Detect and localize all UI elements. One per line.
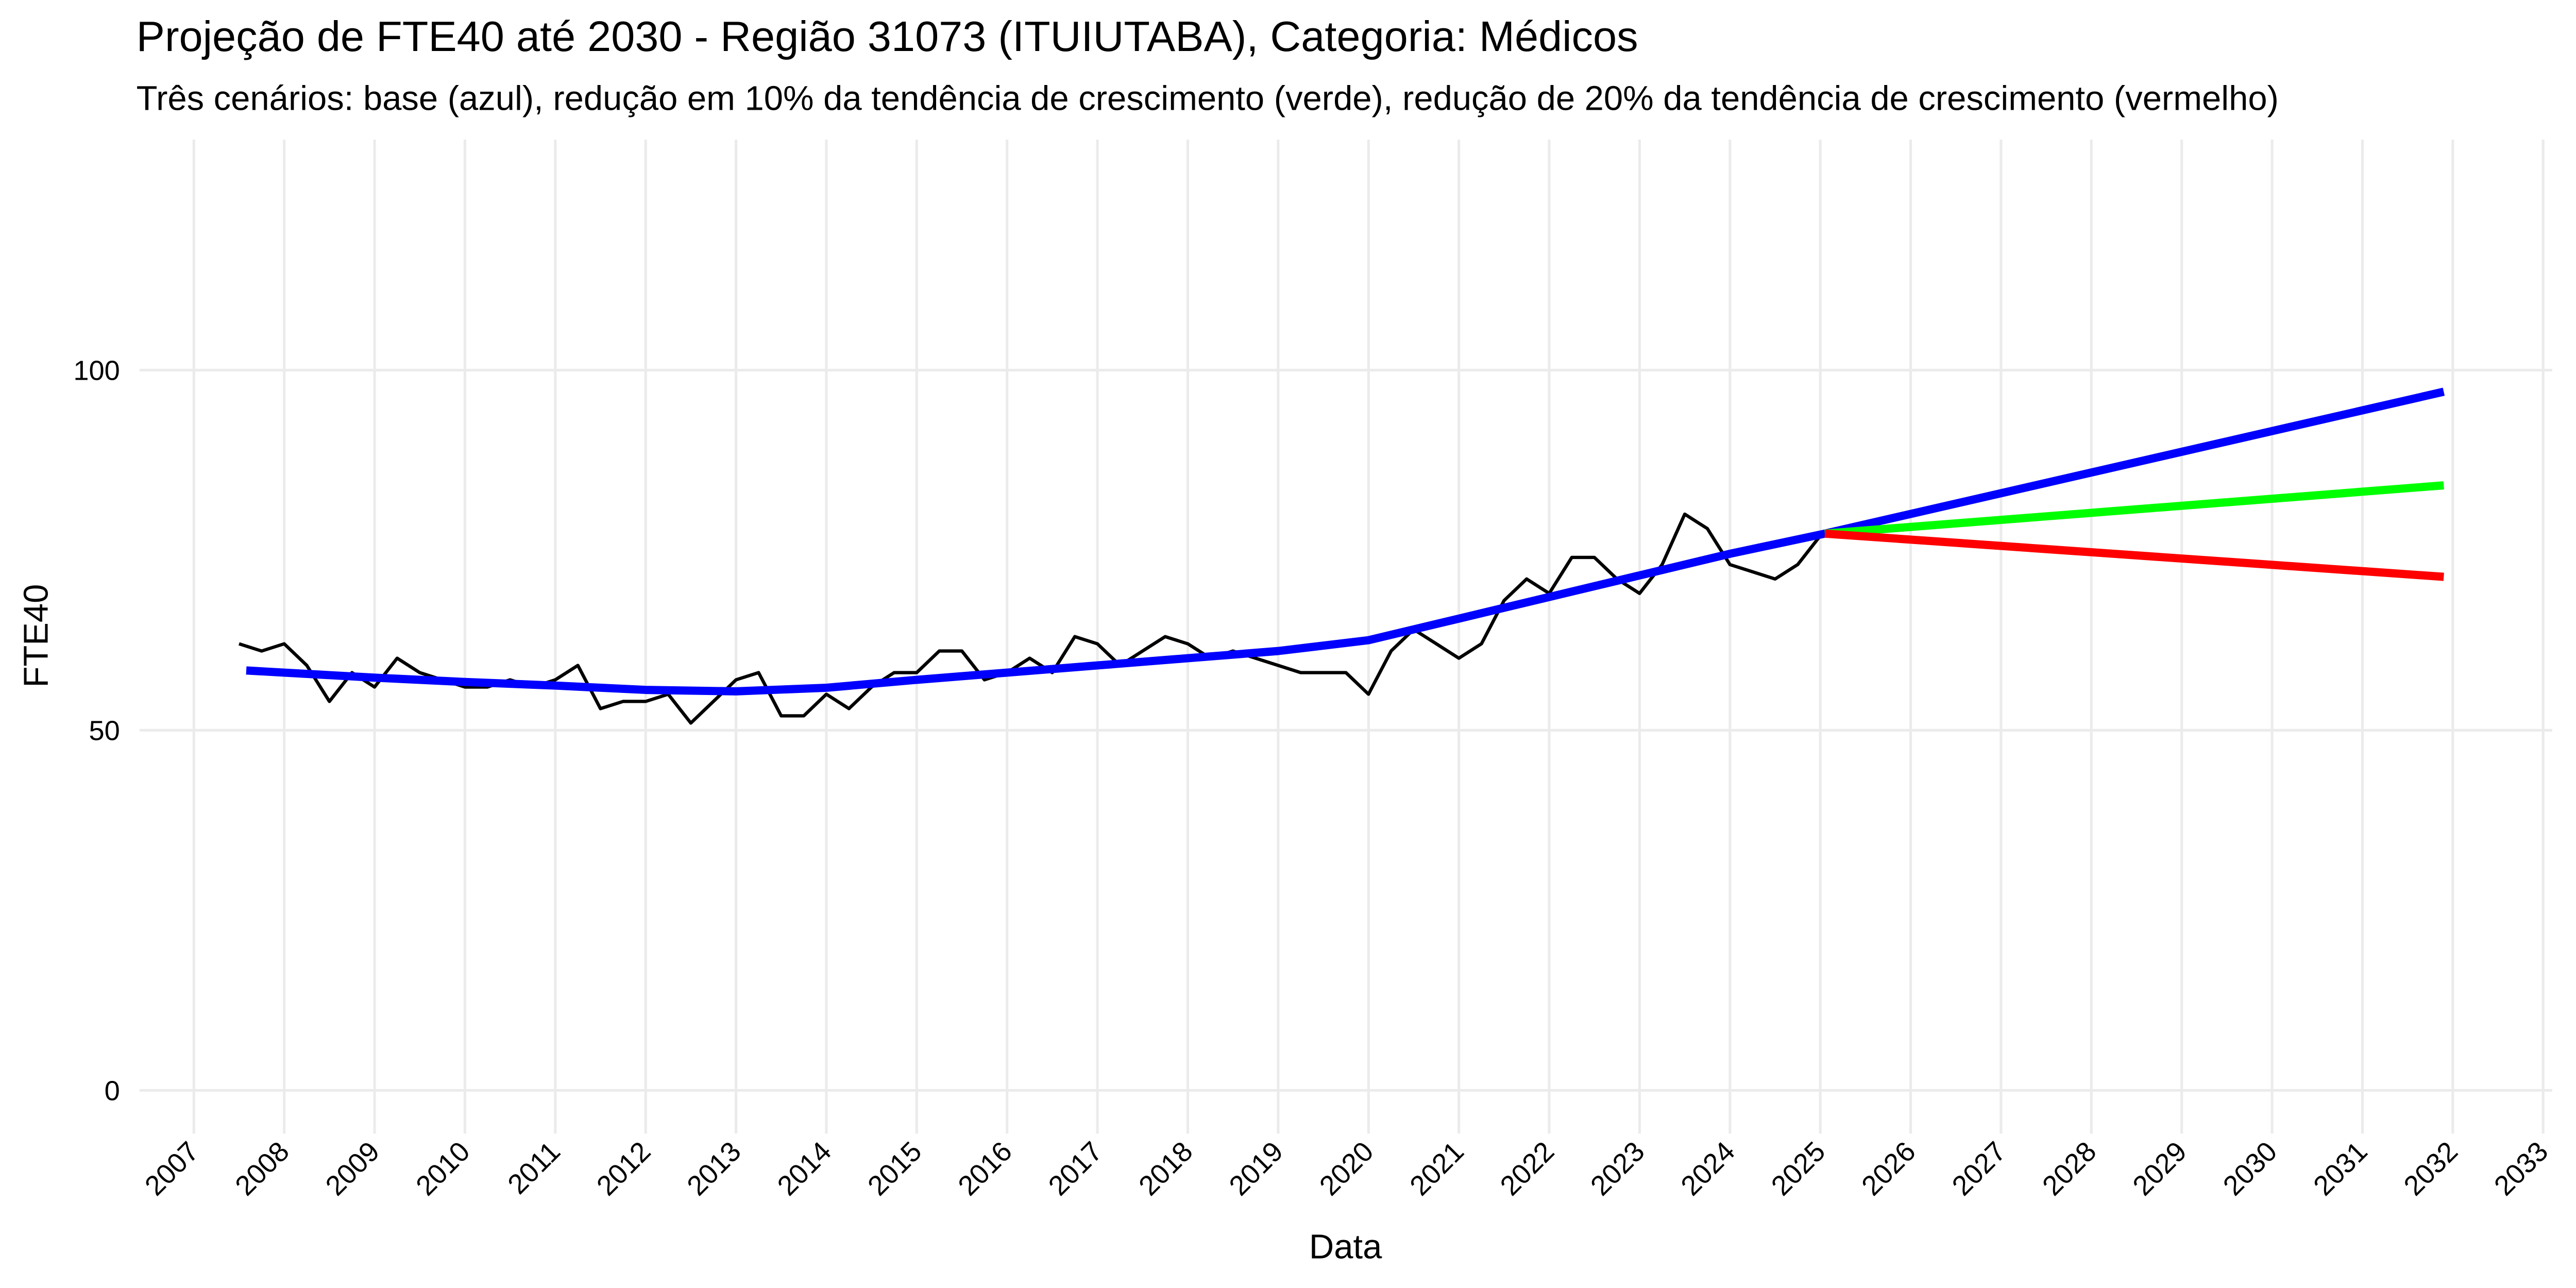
y-axis-label: FTE40: [16, 584, 55, 688]
series-line: [1824, 529, 2444, 581]
y-tick-label: 50: [89, 716, 120, 747]
x-axis-label: Data: [1309, 1228, 1382, 1266]
y-tick-label: 0: [105, 1076, 120, 1107]
grid: [140, 140, 2552, 1134]
chart-subtitle: Três cenários: base (azul), redução em 1…: [137, 79, 2279, 118]
y-tick-label: 100: [73, 355, 120, 386]
plot-lines: [238, 387, 2445, 725]
series-line: [246, 387, 2445, 696]
chart-title: Projeção de FTE40 até 2030 - Região 3107…: [137, 12, 1638, 60]
series-line: [1824, 481, 2444, 538]
